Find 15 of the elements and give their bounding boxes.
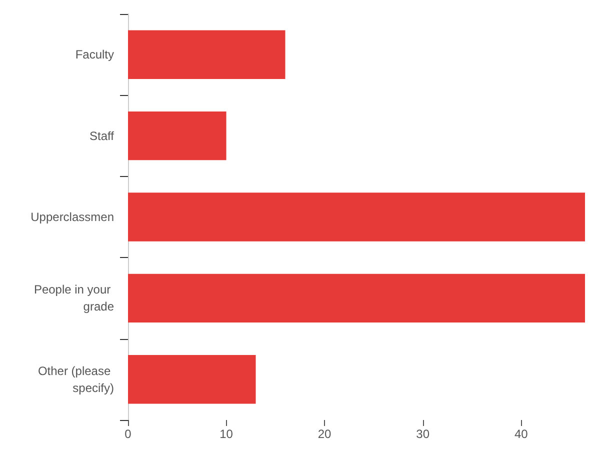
y-tick-label: Upperclassmen: [30, 210, 114, 224]
x-tick-label: 0: [124, 427, 132, 441]
y-tick-label: Faculty: [75, 48, 114, 62]
y-tick-label: People in your grade: [34, 282, 114, 314]
x-tick-label: 20: [318, 427, 332, 441]
bar: [128, 111, 226, 160]
x-tick-label: 30: [416, 427, 430, 441]
x-tick-label: 10: [220, 427, 234, 441]
y-tick-label: Staff: [90, 128, 115, 143]
x-tick-label: 40: [514, 427, 528, 441]
y-tick-label: Other (please specify): [38, 364, 114, 395]
bar: [128, 355, 256, 404]
bar: [128, 192, 585, 242]
bar: [128, 30, 286, 79]
bar: [128, 274, 585, 323]
